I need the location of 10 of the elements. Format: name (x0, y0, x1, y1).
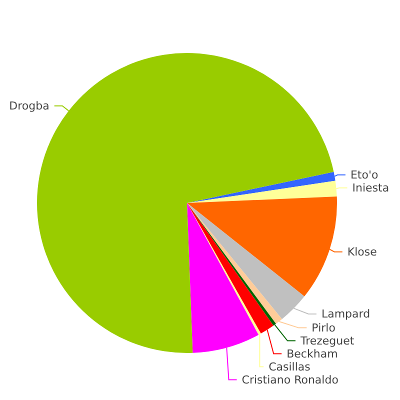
slice-label: Pirlo (312, 321, 336, 334)
slice-label: Lampard (321, 307, 370, 320)
slice-label: Klose (347, 245, 378, 258)
slice-label: Iniesta (352, 181, 390, 194)
slice-label: Trezeguet (299, 334, 355, 348)
slice-label: Beckham (286, 347, 338, 360)
slice-label: Cristiano Ronaldo (242, 373, 339, 386)
slice-label: Drogba (9, 99, 50, 112)
slice-label: Eto'o (350, 168, 378, 182)
slice-label: Casillas (268, 360, 311, 374)
